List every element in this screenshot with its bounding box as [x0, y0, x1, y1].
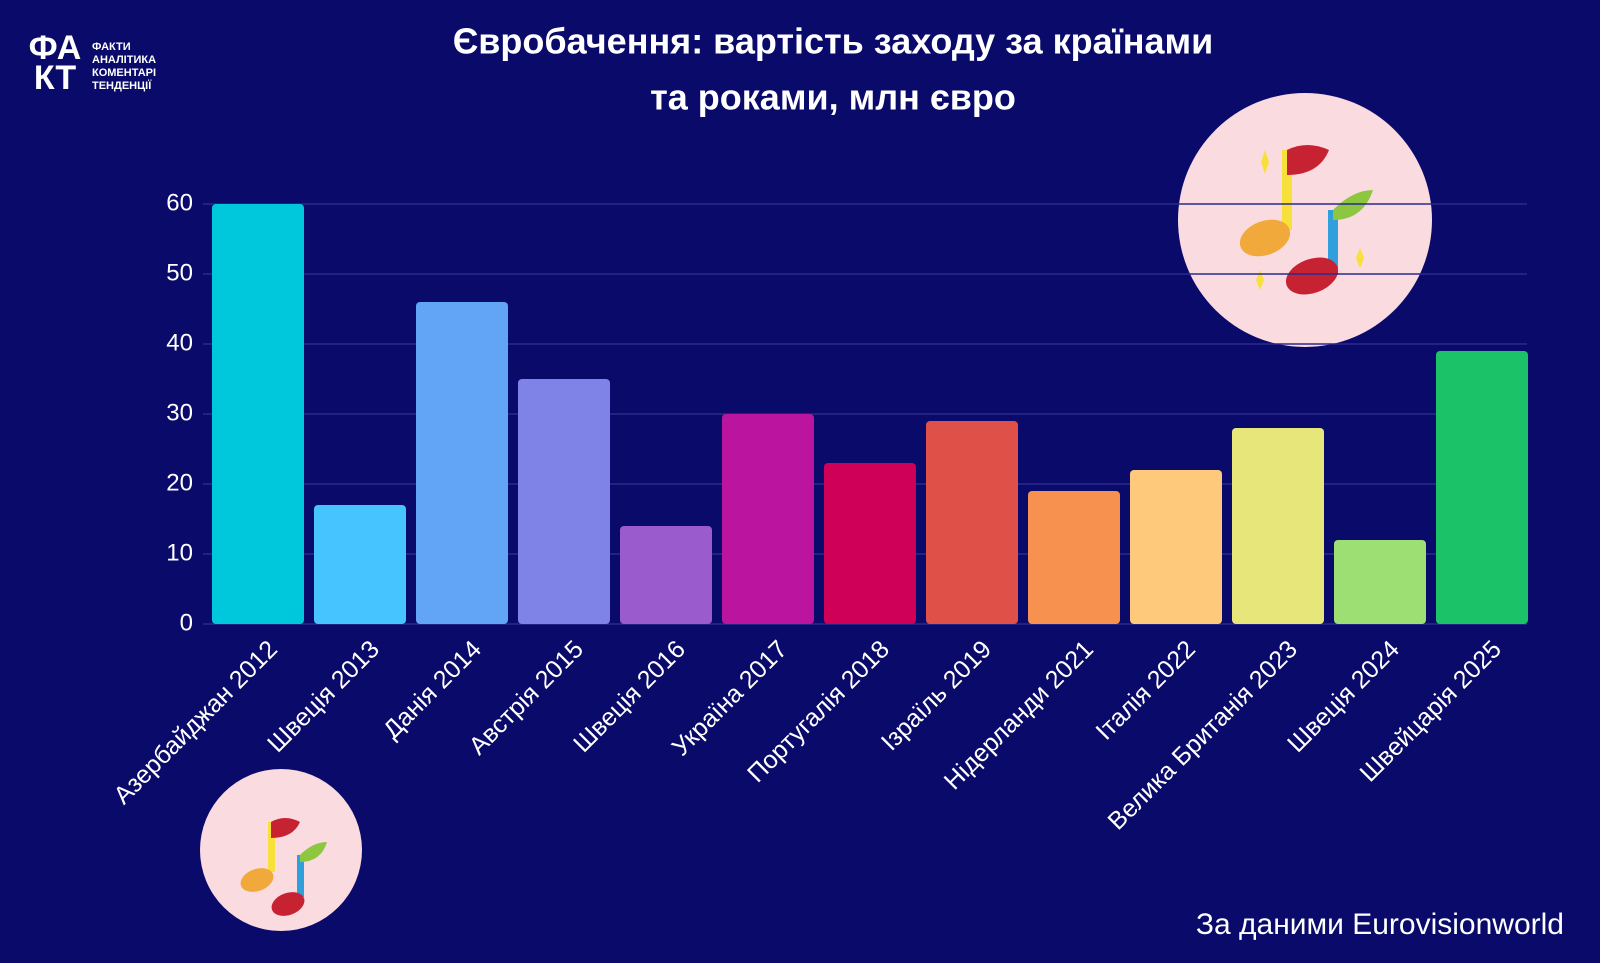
- logo-text: КОМЕНТАРІ: [92, 67, 156, 79]
- decoration-small: [200, 769, 362, 931]
- bar: [416, 302, 508, 624]
- bar: [1436, 351, 1528, 624]
- logo-text: АНАЛІТИКА: [92, 54, 156, 66]
- bar: [1028, 491, 1120, 624]
- y-tick-label: 60: [166, 189, 193, 216]
- y-tick-label: 30: [166, 399, 193, 426]
- bar: [212, 204, 304, 624]
- y-tick-label: 20: [166, 469, 193, 496]
- y-tick-label: 0: [180, 609, 193, 636]
- y-tick-label: 10: [166, 539, 193, 566]
- logo: ФА КТ ФАКТИ АНАЛІТИКА КОМЕНТАРІ ТЕНДЕНЦІ…: [29, 29, 156, 97]
- bar: [518, 379, 610, 624]
- logo-text: ФАКТИ: [92, 41, 131, 53]
- logo-text: ТЕНДЕНЦІЇ: [92, 79, 152, 92]
- bar: [824, 463, 916, 624]
- bar: [722, 414, 814, 624]
- logo-mark: ФА: [29, 29, 82, 67]
- chart-title: Євробачення: вартість заходу за країнами: [453, 21, 1214, 62]
- bar: [1334, 540, 1426, 624]
- bar: [1130, 470, 1222, 624]
- bar: [620, 526, 712, 624]
- bar: [314, 505, 406, 624]
- logo-mark: КТ: [34, 59, 77, 97]
- source-note: За даними Eurovisionworld: [1196, 908, 1564, 941]
- y-tick-label: 40: [166, 329, 193, 356]
- chart-title: та роками, млн євро: [650, 77, 1016, 118]
- decoration-large: [1178, 93, 1432, 347]
- bar: [926, 421, 1018, 624]
- y-tick-label: 50: [166, 259, 193, 286]
- bar: [1232, 428, 1324, 624]
